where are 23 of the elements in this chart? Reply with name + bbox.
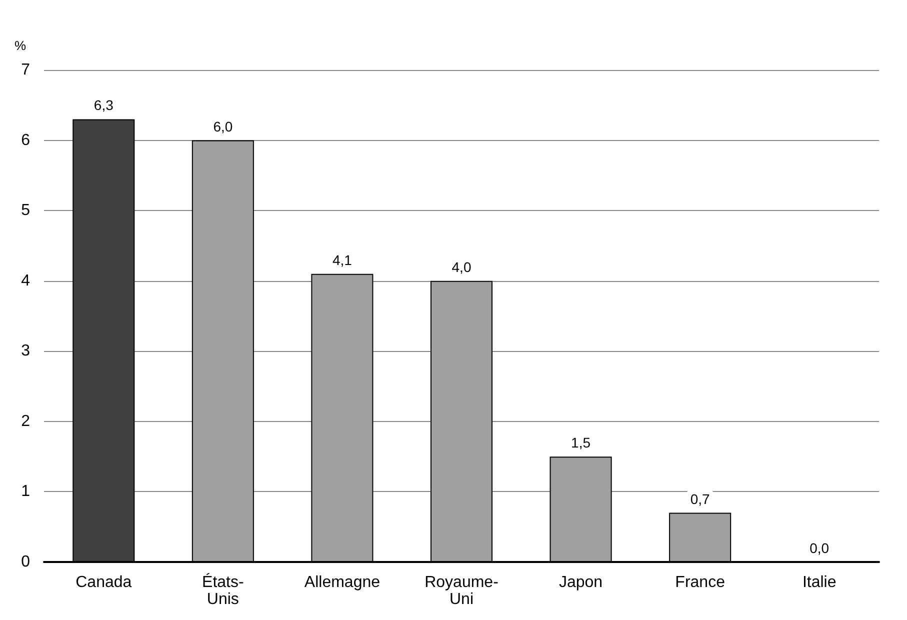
data-label: 0,0	[810, 540, 830, 556]
y-tick-label: 0	[21, 554, 30, 570]
y-tick-label: 7	[21, 62, 30, 78]
y-axis-title: %	[14, 38, 26, 53]
x-tick-label: Canada	[76, 574, 132, 591]
y-tick-label: 4	[21, 272, 30, 290]
data-label: 4,0	[452, 258, 472, 275]
data-label: 6,3	[94, 97, 114, 114]
x-tick-label: Allemagne	[304, 574, 380, 591]
x-tick-label: États-Unis	[202, 573, 244, 608]
x-tick-label: France	[675, 574, 726, 591]
y-tick-label: 1	[21, 483, 30, 500]
y-tick-label: 2	[21, 412, 30, 430]
data-label: 4,1	[332, 252, 352, 268]
data-label: 1,5	[571, 434, 591, 451]
y-tick-label: 6	[21, 132, 30, 149]
x-tick-label: Royaume-Uni	[424, 574, 498, 608]
x-tick-label: Japon	[558, 574, 603, 591]
x-tick-label: Italie	[802, 574, 836, 591]
data-label: 6,0	[213, 118, 233, 134]
y-tick-label: 5	[21, 202, 30, 220]
data-label: 0,7	[690, 490, 710, 507]
y-tick-label: 3	[21, 342, 30, 360]
